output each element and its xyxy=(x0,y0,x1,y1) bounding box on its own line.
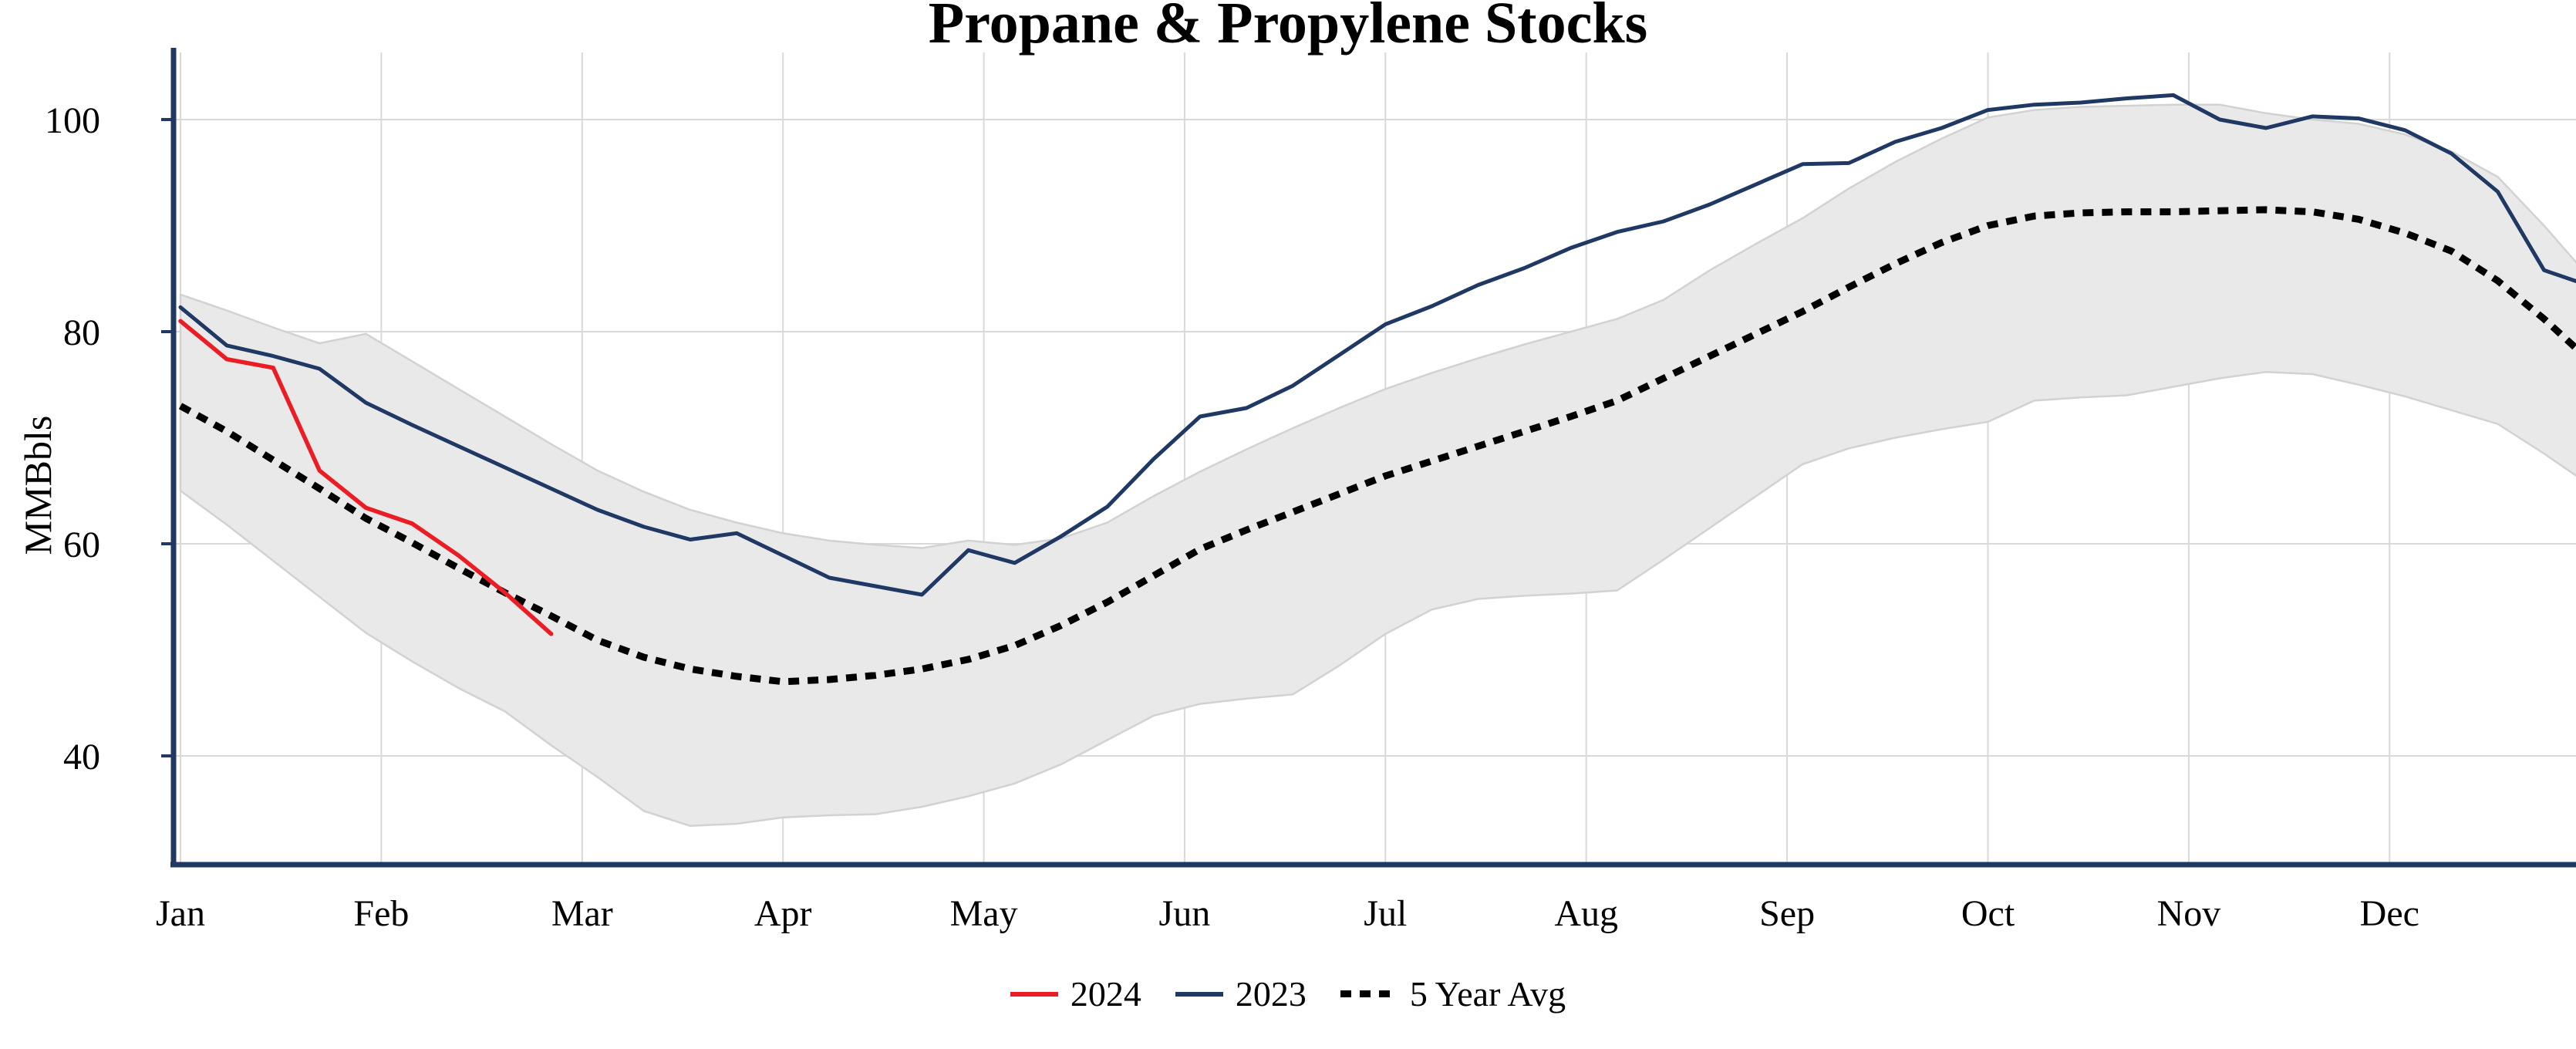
y-tick-label: 60 xyxy=(63,524,100,565)
y-tick-label: 40 xyxy=(63,737,100,777)
x-tick-label: Dec xyxy=(2360,893,2419,934)
x-tick-label: Apr xyxy=(754,893,812,934)
x-tick-label: Jan xyxy=(156,893,205,934)
legend-dotted-line-5yr-avg xyxy=(1340,990,1398,997)
x-tick-label: Jul xyxy=(1364,893,1407,934)
legend-item-2024: 2024 xyxy=(1010,973,1141,1014)
x-tick-label: Oct xyxy=(1961,893,2015,934)
x-tick-label: Nov xyxy=(2157,893,2221,934)
y-axis-label: MMBbls xyxy=(16,415,59,555)
x-tick-label: May xyxy=(950,893,1018,934)
legend-label-2023: 2023 xyxy=(1235,974,1307,1014)
x-tick-label: Feb xyxy=(353,893,409,934)
x-tick-label: Jun xyxy=(1159,893,1211,934)
series-5yr-avg-line xyxy=(178,206,2576,686)
series-2023-line xyxy=(178,93,2576,597)
x-tick-label: Aug xyxy=(1554,893,1618,934)
five-year-range-band xyxy=(179,103,2576,828)
x-tick-label: Sep xyxy=(1759,893,1815,934)
series-2024-line xyxy=(178,319,554,636)
x-tick-label: Mar xyxy=(551,893,613,934)
y-tick-label: 80 xyxy=(63,312,100,353)
legend-item-2023: 2023 xyxy=(1175,973,1307,1014)
legend-label-2024: 2024 xyxy=(1070,974,1141,1014)
legend-item-5yr-avg: 5 Year Avg xyxy=(1340,973,1566,1014)
y-tick-label: 100 xyxy=(45,100,100,141)
legend-line-2023 xyxy=(1175,991,1223,997)
legend-line-2024 xyxy=(1010,991,1058,997)
chart-title: Propane & Propylene Stocks xyxy=(928,0,1648,56)
legend-label-5yr-avg: 5 Year Avg xyxy=(1409,974,1566,1014)
legend: 2024 2023 5 Year Avg xyxy=(0,973,2576,1014)
